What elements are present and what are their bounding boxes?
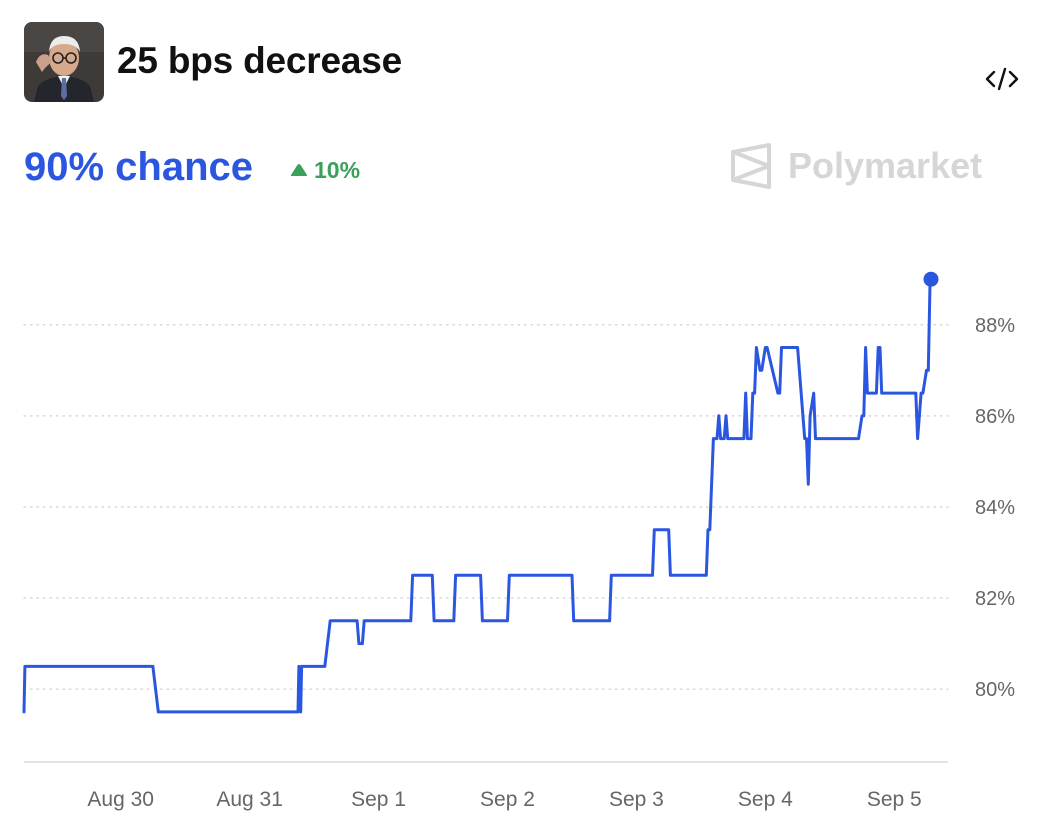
chart-series <box>22 271 939 714</box>
y-tick-label: 82% <box>975 588 1015 610</box>
brand-name: Polymarket <box>788 145 983 186</box>
current-value-dot <box>923 271 939 287</box>
portrait-avatar <box>24 22 104 102</box>
x-tick-label: Sep 4 <box>738 788 793 811</box>
y-axis: 80% 82% 84% 86% 88% <box>975 315 1015 701</box>
change-badge: 10% <box>290 157 360 183</box>
y-tick-label: 86% <box>975 406 1015 428</box>
market-title: 25 bps decrease <box>117 40 402 81</box>
embed-button[interactable] <box>984 62 1020 96</box>
x-tick-label: Sep 2 <box>480 788 535 811</box>
polymarket-brand: Polymarket <box>730 143 982 189</box>
change-value: 10% <box>314 157 361 183</box>
x-tick-label: Aug 31 <box>216 788 283 811</box>
x-tick-label: Aug 30 <box>87 788 154 811</box>
chance-value: 90% chance <box>24 145 254 189</box>
y-tick-label: 84% <box>975 497 1015 519</box>
polymarket-logo-icon <box>731 143 771 189</box>
portrait-avatar-icon <box>24 22 104 102</box>
x-tick-label: Sep 1 <box>351 788 406 811</box>
chart-grid <box>23 324 949 690</box>
x-axis: Aug 30 Aug 31 Sep 1 Sep 2 Sep 3 Sep 4 Sep 5 <box>87 788 921 811</box>
y-tick-label: 80% <box>975 679 1015 701</box>
series-line <box>22 277 933 714</box>
x-tick-label: Sep 3 <box>609 788 664 811</box>
code-embed-icon <box>985 67 1019 91</box>
x-tick-label: Sep 5 <box>867 788 922 811</box>
y-tick-label: 88% <box>975 315 1015 337</box>
triangle-up-icon <box>290 164 308 176</box>
